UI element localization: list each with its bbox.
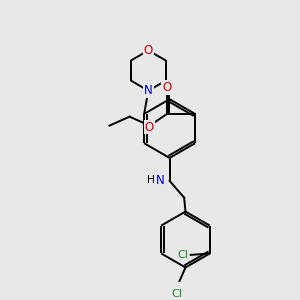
Text: H: H xyxy=(147,175,154,185)
Text: Cl: Cl xyxy=(177,250,188,260)
Text: N: N xyxy=(156,174,165,187)
Text: Cl: Cl xyxy=(172,289,183,299)
Text: N: N xyxy=(144,84,153,97)
Text: O: O xyxy=(162,81,172,94)
Text: O: O xyxy=(145,121,154,134)
Text: O: O xyxy=(144,44,153,57)
